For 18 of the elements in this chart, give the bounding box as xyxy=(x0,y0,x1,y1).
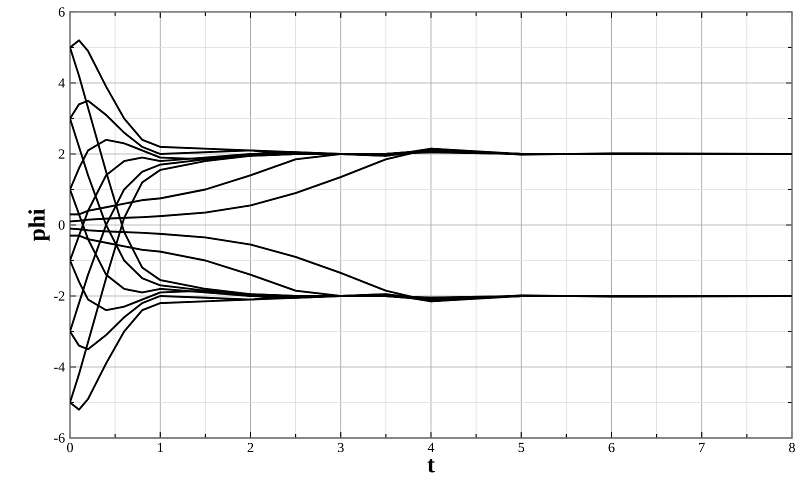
x-tick-label: 5 xyxy=(518,442,524,452)
y-tick-label: -2 xyxy=(54,291,64,301)
x-tick-label: 0 xyxy=(67,442,73,452)
x-tick-label: 2 xyxy=(248,442,254,452)
y-tick-label: 0 xyxy=(58,220,65,230)
x-axis-title: t xyxy=(427,458,435,472)
y-axis-title: phi xyxy=(28,209,50,242)
y-tick-label: 4 xyxy=(58,78,65,88)
x-tick-label: 1 xyxy=(158,442,163,452)
x-tick-label: 7 xyxy=(699,442,705,452)
y-tick-label: 2 xyxy=(58,149,64,159)
y-tick-label: -6 xyxy=(54,433,65,443)
y-tick-label: -4 xyxy=(54,362,65,372)
x-tick-label: 4 xyxy=(428,442,434,452)
y-tick-label: 6 xyxy=(58,7,65,17)
x-tick-label: 8 xyxy=(789,442,795,452)
x-tick-label: 3 xyxy=(338,442,344,452)
x-tick-label: 6 xyxy=(608,442,615,452)
